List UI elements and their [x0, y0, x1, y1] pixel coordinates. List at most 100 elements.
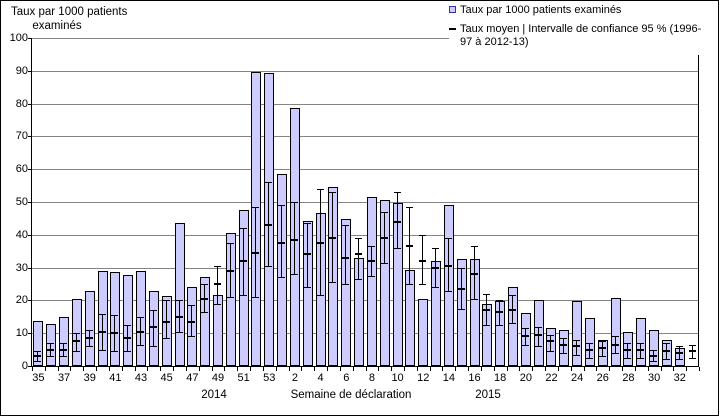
legend-item-mean-ci-label: Taux moyen | Intervalle de confiance 95 … [460, 23, 702, 48]
gridline-80 [32, 103, 699, 105]
bar-2014-w43 [136, 270, 147, 366]
errorbar-cap-top-2015-w6 [342, 224, 350, 226]
gridline-60 [32, 169, 699, 171]
errorbar-cap-top-2014-w35 [34, 351, 42, 353]
x-tick-label-2015-w14: 14 [442, 372, 455, 384]
x-tick-label-2014-w51: 51 [237, 372, 250, 384]
x-tick-21 [301, 367, 303, 371]
x-tick-2 [57, 367, 59, 371]
errorbar-mean-tick-2015-w31 [662, 350, 670, 353]
errorbar-mean-tick-2014-w49 [213, 283, 221, 285]
errorbar-cap-top-2014-w43 [137, 316, 145, 318]
bar-2015-w27 [610, 297, 621, 366]
year-label-2015: 2015 [475, 389, 501, 401]
errorbar-cap-top-2015-w16 [470, 246, 478, 248]
errorbar-mean-tick-2015-w20 [521, 335, 529, 338]
errorbar-mean-tick-2014-w41 [111, 332, 119, 335]
errorbar-cap-bottom-2014-w52 [252, 297, 260, 299]
errorbar-cap-top-2014-w39 [85, 329, 93, 331]
errorbar-mean-tick-2015-w22 [547, 340, 555, 343]
errorbar-cap-bottom-2015-w21 [534, 346, 542, 348]
errorbar-cap-bottom-2014-w49 [213, 303, 221, 305]
x-tick-label-2015-w16: 16 [468, 372, 481, 384]
y-tick-100 [28, 38, 32, 39]
errorbar-cap-top-2014-w47 [188, 305, 196, 307]
x-tick-12 [185, 367, 187, 371]
errorbar-cap-top-2015-w27 [611, 336, 619, 338]
x-tick-7 [121, 367, 123, 371]
errorbar-mean-tick-2015-w1 [278, 242, 286, 244]
bar-2015-w18 [495, 301, 506, 366]
x-tick-24 [339, 367, 341, 371]
errorbar-line-2015-w22 [550, 334, 552, 352]
errorbar-mean-tick-2015-w9 [380, 237, 388, 240]
errorbar-line-2014-w44 [152, 310, 154, 347]
bar-2014-w48 [200, 277, 211, 366]
x-tick-14 [211, 367, 213, 371]
bar-2015-w7 [354, 257, 365, 366]
x-tick-label-2015-w20: 20 [519, 372, 532, 384]
errorbar-mean-tick-2015-w13 [432, 266, 440, 269]
x-tick-0 [32, 367, 33, 371]
errorbar-cap-top-2014-w53 [265, 182, 273, 184]
errorbar-mean-tick-2015-w25 [585, 348, 593, 351]
errorbar-line-2015-w7 [358, 238, 360, 280]
bar-2014-w53 [264, 73, 275, 366]
errorbar-cap-bottom-2015-w18 [496, 325, 504, 326]
bar-2015-w23 [559, 329, 570, 366]
errorbar-mean-tick-2014-w51 [239, 260, 247, 263]
y-tick-label-0: 0 [21, 360, 28, 372]
errorbar-mean-tick-2015-w14 [444, 264, 452, 267]
errorbar-cap-top-2015-w8 [367, 246, 375, 248]
x-tick-4 [83, 367, 85, 371]
errorbar-cap-bottom-2015-w6 [342, 284, 350, 285]
bar-2014-w42 [123, 275, 134, 366]
x-tick-20 [288, 367, 290, 371]
errorbar-cap-top-2015-w18 [496, 300, 504, 302]
errorbar-cap-top-2015-w28 [624, 343, 632, 345]
errorbar-mean-tick-2014-w39 [85, 337, 93, 340]
errorbar-mean-tick-2015-w4 [316, 242, 324, 244]
y-tick-20 [28, 300, 32, 302]
x-tick-38 [519, 367, 521, 371]
x-tick-label-2014-w39: 39 [83, 372, 96, 384]
x-tick-34 [468, 367, 470, 371]
x-tick-label-2015-w10: 10 [391, 372, 404, 384]
errorbar-mean-tick-2015-w8 [367, 260, 375, 263]
y-tick-80 [28, 103, 32, 105]
x-tick-27 [378, 367, 380, 371]
y-tick-40 [28, 234, 32, 236]
x-tick-8 [134, 367, 136, 371]
y-tick-0 [28, 366, 32, 367]
bar-2015-w20 [520, 312, 531, 366]
errorbar-mean-tick-2015-w27 [611, 343, 619, 346]
y-tick-label-20: 20 [15, 294, 28, 307]
errorbar-line-2014-w45 [165, 300, 167, 339]
errorbar-mean-tick-2015-w19 [509, 309, 516, 312]
errorbar-mean-tick-2015-w17 [483, 309, 491, 312]
year-label-2014: 2014 [201, 389, 227, 401]
errorbar-cap-top-2015-w31 [662, 343, 670, 345]
errorbar-cap-top-2015-w25 [585, 343, 593, 345]
errorbar-mean-tick-2014-w43 [137, 330, 145, 333]
errorbar-cap-top-2015-w13 [432, 247, 440, 249]
x-tick-35 [480, 367, 482, 371]
errorbar-mean-tick-2014-w35 [34, 355, 42, 358]
bar-2014-w47 [187, 287, 198, 366]
bar-2015-w13 [431, 261, 442, 366]
bar-2015-w22 [546, 328, 557, 366]
y-tick-label-30: 30 [15, 261, 28, 274]
bar-2015-w19 [508, 287, 518, 366]
x-tick-25 [352, 367, 354, 371]
y-tick-label-60: 60 [15, 163, 28, 176]
x-tick-42 [570, 367, 572, 371]
bar-2015-w14 [443, 205, 454, 366]
errorbar-cap-bottom-2015-w3 [303, 287, 311, 289]
bar-2015-w4 [315, 213, 326, 366]
errorbar-mean-tick-2015-w2 [290, 238, 298, 241]
x-tick-label-2015-w22: 22 [545, 372, 558, 384]
errorbar-cap-top-2015-w14 [444, 238, 452, 240]
errorbar-mean-tick-2015-w15 [457, 287, 465, 290]
bar-2015-w15 [456, 259, 467, 366]
